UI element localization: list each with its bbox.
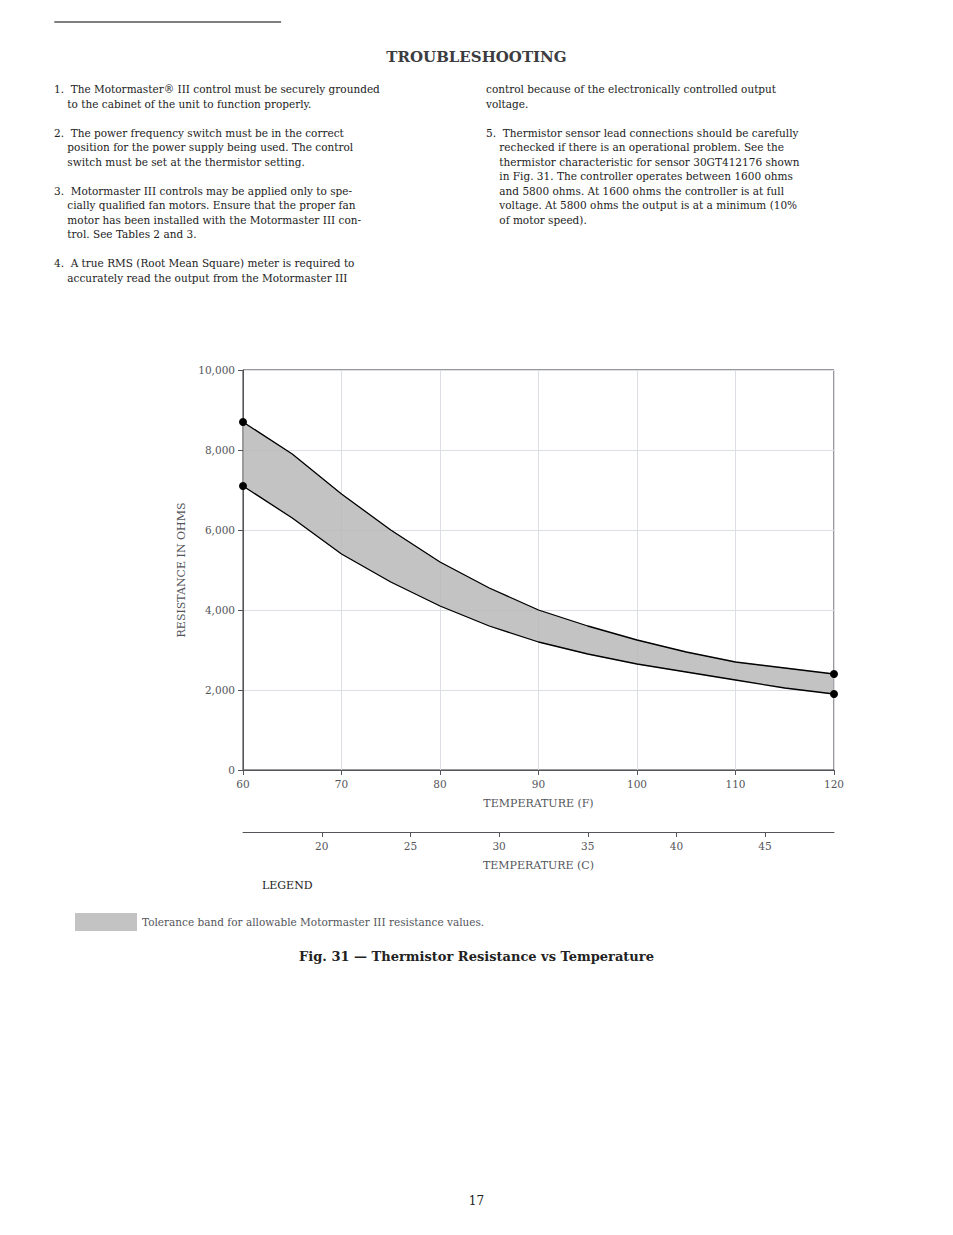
svg-text:35: 35 bbox=[581, 840, 594, 852]
svg-text:LEGEND: LEGEND bbox=[262, 879, 313, 892]
svg-text:position for the power supply: position for the power supply being used… bbox=[54, 141, 354, 153]
svg-text:3. Motormaster III controls m: 3. Motormaster III controls may be appli… bbox=[54, 185, 352, 197]
svg-text:rechecked if there is an opera: rechecked if there is an operational pro… bbox=[486, 141, 784, 153]
svg-text:10,000: 10,000 bbox=[198, 364, 235, 376]
svg-text:cially qualified fan motors. E: cially qualified fan motors. Ensure that… bbox=[54, 199, 356, 211]
svg-text:30: 30 bbox=[492, 840, 505, 852]
svg-text:in Fig. 31. The controller ope: in Fig. 31. The controller operates betw… bbox=[486, 170, 793, 182]
svg-text:5. Thermistor sensor lead con: 5. Thermistor sensor lead connections sh… bbox=[486, 127, 798, 139]
svg-text:80: 80 bbox=[433, 778, 446, 790]
svg-text:2. The power frequency switch: 2. The power frequency switch must be in… bbox=[54, 127, 345, 139]
svg-text:TEMPERATURE (C): TEMPERATURE (C) bbox=[483, 859, 594, 872]
svg-text:control because of the electro: control because of the electronically co… bbox=[486, 83, 777, 95]
svg-text:to the cabinet of the unit to: to the cabinet of the unit to function p… bbox=[54, 98, 311, 110]
svg-text:voltage.: voltage. bbox=[485, 98, 528, 110]
svg-text:accurately read the output fro: accurately read the output from the Moto… bbox=[54, 272, 347, 284]
svg-text:45: 45 bbox=[758, 840, 771, 852]
svg-text:60: 60 bbox=[236, 778, 249, 790]
svg-text:TEMPERATURE (F): TEMPERATURE (F) bbox=[483, 797, 593, 810]
svg-text:40: 40 bbox=[670, 840, 683, 852]
svg-text:RESISTANCE IN OHMS: RESISTANCE IN OHMS bbox=[175, 503, 188, 638]
svg-text:voltage. At 5800 ohms the outp: voltage. At 5800 ohms the output is at a… bbox=[486, 199, 797, 211]
svg-text:4. A true RMS (Root Mean Squa: 4. A true RMS (Root Mean Square) meter i… bbox=[54, 257, 354, 269]
svg-text:TROUBLESHOOTING: TROUBLESHOOTING bbox=[386, 48, 566, 66]
svg-text:4,000: 4,000 bbox=[205, 604, 235, 616]
svg-text:100: 100 bbox=[627, 778, 647, 790]
svg-text:17: 17 bbox=[469, 1194, 484, 1208]
svg-text:Fig. 31 — Thermistor Resistanc: Fig. 31 — Thermistor Resistance vs Tempe… bbox=[299, 949, 654, 964]
svg-text:2,000: 2,000 bbox=[205, 684, 235, 696]
svg-text:1. The Motormaster® III contr: 1. The Motormaster® III control must be … bbox=[54, 83, 380, 95]
svg-text:6,000: 6,000 bbox=[205, 524, 235, 536]
svg-text:20: 20 bbox=[315, 840, 328, 852]
svg-text:trol. See Tables 2 and 3.: trol. See Tables 2 and 3. bbox=[54, 228, 197, 240]
svg-text:and 5800 ohms. At 1600 ohms th: and 5800 ohms. At 1600 ohms the controll… bbox=[486, 185, 785, 197]
svg-text:90: 90 bbox=[532, 778, 545, 790]
svg-text:120: 120 bbox=[824, 778, 844, 790]
svg-text:25: 25 bbox=[404, 840, 417, 852]
svg-text:Tolerance band for allowable M: Tolerance band for allowable Motormaster… bbox=[142, 916, 484, 928]
svg-text:0: 0 bbox=[228, 764, 235, 776]
svg-text:8,000: 8,000 bbox=[205, 444, 235, 456]
svg-text:110: 110 bbox=[725, 778, 745, 790]
svg-text:motor has been installed with: motor has been installed with the Motorm… bbox=[54, 214, 361, 226]
svg-text:70: 70 bbox=[335, 778, 348, 790]
svg-text:of motor speed).: of motor speed). bbox=[486, 214, 587, 226]
svg-text:switch must be set at the ther: switch must be set at the thermistor set… bbox=[54, 156, 305, 168]
svg-text:thermistor characteristic for: thermistor characteristic for sensor 30G… bbox=[486, 156, 800, 168]
